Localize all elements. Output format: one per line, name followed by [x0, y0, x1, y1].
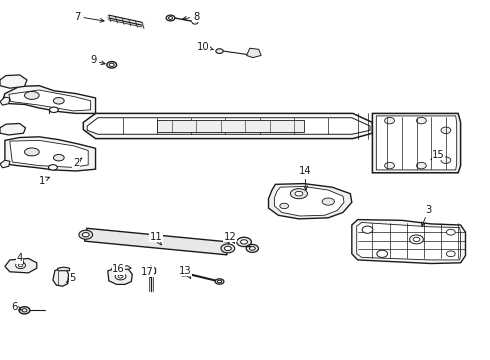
Ellipse shape: [24, 148, 39, 156]
Ellipse shape: [109, 63, 114, 66]
Ellipse shape: [19, 307, 30, 314]
Ellipse shape: [166, 15, 175, 21]
Ellipse shape: [322, 198, 335, 205]
Ellipse shape: [362, 226, 373, 233]
Polygon shape: [112, 266, 131, 269]
Polygon shape: [53, 268, 69, 286]
Ellipse shape: [410, 235, 423, 244]
Text: 14: 14: [298, 166, 311, 190]
Ellipse shape: [179, 270, 189, 276]
Ellipse shape: [385, 162, 394, 169]
Polygon shape: [157, 120, 304, 132]
Ellipse shape: [16, 262, 25, 269]
Ellipse shape: [215, 279, 224, 284]
Polygon shape: [9, 90, 91, 111]
Polygon shape: [87, 118, 370, 134]
Text: 9: 9: [90, 55, 105, 66]
Ellipse shape: [49, 165, 57, 170]
Polygon shape: [5, 258, 37, 273]
Text: 4: 4: [17, 253, 24, 264]
Polygon shape: [246, 48, 261, 58]
Text: 5: 5: [67, 273, 76, 283]
Polygon shape: [0, 160, 10, 168]
Ellipse shape: [246, 244, 259, 252]
Ellipse shape: [118, 275, 123, 278]
Ellipse shape: [22, 309, 27, 312]
Ellipse shape: [446, 251, 455, 257]
Polygon shape: [85, 228, 229, 255]
Text: 16: 16: [112, 264, 125, 275]
Polygon shape: [146, 266, 156, 275]
Ellipse shape: [295, 191, 303, 196]
Ellipse shape: [24, 91, 39, 99]
Text: 2: 2: [73, 158, 82, 168]
Ellipse shape: [241, 240, 247, 244]
Ellipse shape: [192, 21, 198, 24]
Text: 3: 3: [421, 204, 432, 226]
Ellipse shape: [218, 280, 222, 283]
Ellipse shape: [377, 250, 388, 257]
Ellipse shape: [237, 237, 251, 247]
Ellipse shape: [290, 189, 308, 199]
Text: 12: 12: [224, 232, 237, 243]
Ellipse shape: [181, 271, 186, 274]
Text: 17: 17: [141, 267, 153, 278]
Ellipse shape: [79, 230, 93, 239]
Polygon shape: [58, 267, 70, 271]
Text: 11: 11: [149, 232, 162, 245]
Polygon shape: [0, 123, 25, 135]
Ellipse shape: [216, 49, 223, 53]
Ellipse shape: [19, 264, 23, 267]
Text: 13: 13: [179, 266, 192, 279]
Polygon shape: [5, 137, 96, 171]
Text: 10: 10: [197, 42, 213, 52]
Ellipse shape: [53, 98, 64, 104]
Ellipse shape: [416, 162, 426, 169]
Polygon shape: [376, 116, 457, 170]
Ellipse shape: [416, 117, 426, 124]
Ellipse shape: [221, 244, 235, 253]
Text: 6: 6: [11, 302, 21, 312]
Text: 7: 7: [74, 12, 104, 22]
Ellipse shape: [446, 229, 455, 235]
Ellipse shape: [49, 107, 58, 112]
Ellipse shape: [53, 154, 64, 161]
Text: 8: 8: [183, 12, 199, 22]
Ellipse shape: [441, 127, 451, 134]
Polygon shape: [108, 268, 132, 284]
Polygon shape: [10, 140, 88, 167]
Ellipse shape: [82, 233, 89, 237]
Ellipse shape: [107, 62, 117, 68]
Polygon shape: [0, 75, 27, 88]
Text: 1: 1: [38, 176, 49, 186]
Ellipse shape: [249, 247, 255, 250]
Polygon shape: [274, 186, 344, 216]
Polygon shape: [357, 222, 461, 260]
Ellipse shape: [224, 246, 231, 251]
Ellipse shape: [441, 157, 451, 163]
Polygon shape: [83, 113, 372, 139]
Text: 15: 15: [431, 150, 445, 160]
Polygon shape: [0, 97, 10, 105]
Ellipse shape: [385, 117, 394, 124]
Ellipse shape: [169, 17, 172, 19]
Polygon shape: [2, 86, 96, 113]
Ellipse shape: [115, 273, 126, 280]
Polygon shape: [372, 113, 461, 173]
Ellipse shape: [413, 237, 420, 242]
Polygon shape: [269, 184, 352, 219]
Ellipse shape: [280, 203, 289, 209]
Polygon shape: [352, 220, 466, 264]
